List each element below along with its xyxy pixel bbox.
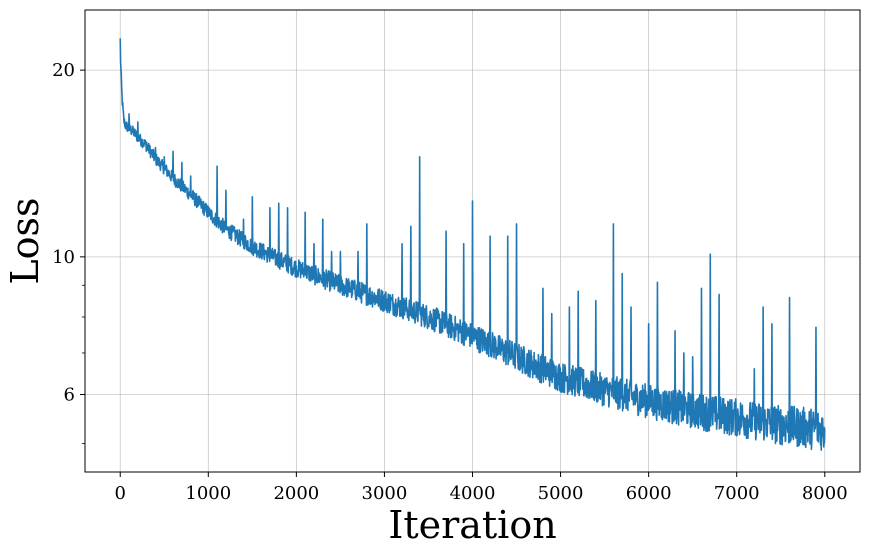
- x-tick-label: 5000: [538, 483, 584, 504]
- loss-series-line: [119, 38, 826, 451]
- x-tick-label: 1000: [185, 483, 231, 504]
- x-tick-label: 8000: [802, 483, 848, 504]
- y-tick-label: 10: [52, 247, 75, 268]
- plot-area: [119, 38, 826, 451]
- x-axis-label: Iteration: [388, 503, 556, 547]
- x-tick-label: 0: [115, 483, 126, 504]
- x-tick-label: 4000: [450, 483, 496, 504]
- x-tick-label: 3000: [362, 483, 408, 504]
- y-tick-label: 6: [64, 384, 75, 405]
- x-tick-label: 2000: [273, 483, 319, 504]
- y-axis-label: Loss: [3, 197, 47, 284]
- axis-ticks: 0 1000 2000 3000 4000 5000 6000 7000 8000 6 10 20: [52, 60, 848, 504]
- x-tick-label: 6000: [626, 483, 672, 504]
- x-tick-label: 7000: [714, 483, 760, 504]
- y-tick-label: 20: [52, 60, 75, 81]
